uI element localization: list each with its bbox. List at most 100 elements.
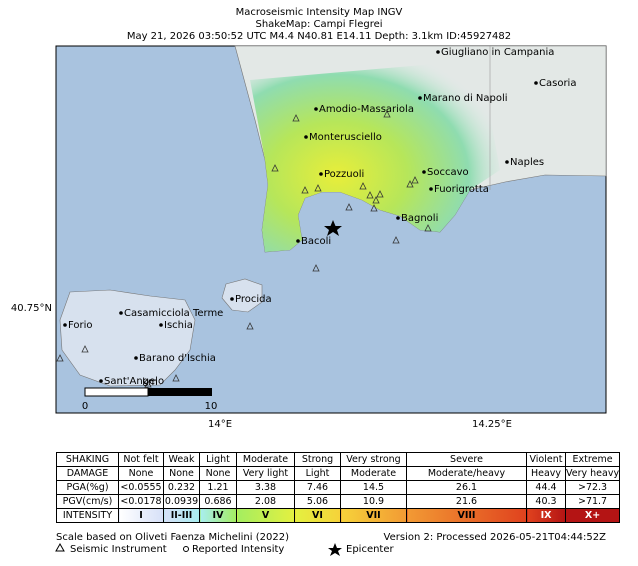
legend-cell: IX xyxy=(526,508,566,523)
lon-label: 14°E xyxy=(208,419,232,430)
legend-cell: 1.21 xyxy=(199,480,237,495)
place-dot xyxy=(319,172,323,176)
legend-cell: Extreme xyxy=(564,452,621,467)
place-dot xyxy=(99,379,103,383)
legend-cell: >72.3 xyxy=(564,480,621,495)
legend-cell: V xyxy=(236,508,295,523)
legend-cell: <0.0555 xyxy=(118,480,164,495)
legend-row: SHAKING Not felt Weak Light Moderate Strong Ve… xyxy=(56,452,621,467)
legend-cell: Very light xyxy=(236,466,295,481)
legend-cell: 0.232 xyxy=(163,480,200,495)
place-label: Procida xyxy=(235,294,272,305)
epicenter-legend: Epicenter xyxy=(346,544,395,555)
legend-cell: 21.6 xyxy=(406,494,527,509)
epicenter-icon xyxy=(328,543,342,556)
legend-cell: 10.9 xyxy=(340,494,407,509)
legend-cell: 2.08 xyxy=(236,494,295,509)
instrument-legend: Seismic Instrument xyxy=(70,544,167,555)
place-dot xyxy=(418,96,422,100)
legend-cell: PGV(cm/s) xyxy=(56,494,119,509)
legend-cell: I xyxy=(118,508,164,523)
legend-cell: PGA(%g) xyxy=(56,480,119,495)
legend-cell: 44.4 xyxy=(526,480,566,495)
legend-cell: >71.7 xyxy=(564,494,621,509)
legend-row: PGV(cm/s) <0.0178 0.0939 0.686 2.08 5.06 10.9 2… xyxy=(56,494,621,509)
instrument-marker xyxy=(246,322,254,330)
instrument-marker xyxy=(366,191,374,199)
epicenter-star xyxy=(324,220,342,236)
place-label: Naples xyxy=(510,157,544,168)
place-label: Bagnoli xyxy=(401,213,438,224)
legend-cell: Very strong xyxy=(340,452,407,467)
event-info: May 21, 2026 03:50:52 UTC M4.4 N40.81 E1… xyxy=(127,31,511,42)
place-dot xyxy=(422,170,426,174)
instrument-marker xyxy=(312,264,320,272)
legend-cell: Severe xyxy=(406,452,527,467)
place-label: Casoria xyxy=(539,78,576,89)
instrument-marker xyxy=(392,236,400,244)
place-dot xyxy=(436,50,440,54)
legend-cell: Light xyxy=(294,466,341,481)
legend-row: DAMAGE None None None Very light Light Moderat… xyxy=(56,466,621,481)
place-dot xyxy=(296,239,300,243)
legend-cell: Violent xyxy=(526,452,566,467)
legend-row: PGA(%g) <0.0555 0.232 1.21 3.38 7.46 14.5 26.1 4… xyxy=(56,480,621,495)
scale-note: Scale based on Oliveti Faenza Michelini … xyxy=(56,532,289,543)
version: Version 2: Processed 2026-05-21T04:44:52… xyxy=(384,532,607,543)
subtitle: ShakeMap: Campi Flegrei xyxy=(255,19,382,30)
reported-icon xyxy=(183,546,189,552)
scale-bar-white xyxy=(84,387,149,397)
place-dot xyxy=(314,107,318,111)
place-dot xyxy=(396,216,400,220)
place-label: Barano d'Ischia xyxy=(139,353,216,364)
place-dot xyxy=(534,81,538,85)
scale-end: 10 xyxy=(205,401,218,412)
place-label: Casamicciola Terme xyxy=(124,308,223,319)
place-label: Fuorigrotta xyxy=(434,184,489,195)
place-label: Monterusciello xyxy=(309,132,382,143)
legend-cell: 5.06 xyxy=(294,494,341,509)
place-label: Soccavo xyxy=(427,167,469,178)
shaking-area xyxy=(250,60,500,252)
title: Macroseismic Intensity Map INGV xyxy=(236,7,403,18)
place-dot xyxy=(134,356,138,360)
lat-label: 40.75°N xyxy=(11,303,52,314)
lon-label: 14.25°E xyxy=(472,419,512,430)
legend-cell: X+ xyxy=(564,508,621,523)
legend-cell: DAMAGE xyxy=(56,466,119,481)
instrument-marker xyxy=(383,110,391,118)
legend-cell: VII xyxy=(340,508,407,523)
legend-cell: Heavy xyxy=(526,466,566,481)
legend-cell: SHAKING xyxy=(56,452,119,467)
instrument-marker xyxy=(292,114,300,122)
place-dot xyxy=(159,323,163,327)
legend-cell: Moderate/heavy xyxy=(406,466,527,481)
procida-island xyxy=(221,278,263,313)
instrument-marker xyxy=(359,182,367,190)
scale-start: 0 xyxy=(82,401,88,412)
place-label: Forio xyxy=(68,320,93,331)
instrument-marker xyxy=(406,180,414,188)
reported-legend: Reported Intensity xyxy=(192,544,284,555)
legend-cell: Moderate xyxy=(236,452,295,467)
legend-row: INTENSITY I II-III IV V VI VII VIII IX X+ xyxy=(56,508,621,523)
instrument-marker xyxy=(172,374,180,382)
instrument-marker xyxy=(144,380,152,388)
place-label: Ischia xyxy=(164,320,193,331)
legend-cell: VI xyxy=(294,508,341,523)
instrument-marker xyxy=(424,224,432,232)
legend-cell: Weak xyxy=(163,452,200,467)
legend-cell: II-III xyxy=(163,508,200,523)
instrument-marker xyxy=(372,196,380,204)
place-label: Giugliano in Campania xyxy=(441,47,554,58)
instrument-marker xyxy=(370,204,378,212)
place-dot xyxy=(119,311,123,315)
place-label: Bacoli xyxy=(301,236,331,247)
ischia-island xyxy=(59,289,196,387)
instrument-marker xyxy=(301,186,309,194)
intensity-legend: SHAKING Not felt Weak Light Moderate Strong Ve… xyxy=(56,452,621,523)
scale-bar-black xyxy=(148,388,212,396)
legend-cell: 0.0939 xyxy=(163,494,200,509)
